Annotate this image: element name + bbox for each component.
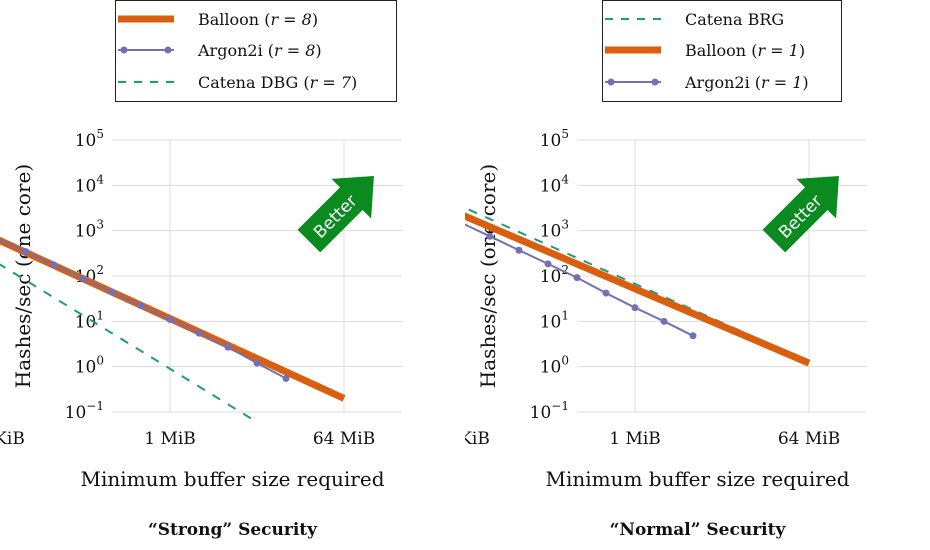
series-point-argon2i: [544, 260, 552, 268]
series-point-argon2i: [166, 315, 174, 323]
y-tick-label: 105: [540, 127, 569, 151]
series-point-argon2i: [21, 247, 29, 255]
panel-subtitle: “Normal” Security: [609, 520, 786, 540]
y-tick-label: 100: [75, 354, 104, 378]
y-axis-label: Hashes/sec (one core): [476, 164, 500, 388]
y-tick-label: 101: [540, 308, 569, 332]
legend-item-catena-brg: Catena BRG: [603, 4, 841, 34]
series-point-argon2i: [79, 275, 87, 283]
panel-subtitle: “Strong” Security: [147, 520, 318, 540]
series-point-argon2i: [660, 317, 668, 325]
x-tick-label: 16 KiB: [0, 429, 25, 449]
x-tick-label: 64 MiB: [313, 429, 375, 449]
series-point-argon2i: [137, 302, 145, 310]
x-axis-label: Minimum buffer size required: [80, 467, 385, 491]
legend-item-balloon: Balloon (r = 1): [603, 35, 841, 65]
series-point-argon2i: [689, 332, 697, 340]
series-point-argon2i: [515, 246, 523, 254]
x-tick-label: 1 MiB: [609, 429, 661, 449]
better-arrow: Better: [762, 176, 839, 253]
series-point-argon2i: [282, 374, 290, 382]
series-point-argon2i: [486, 232, 494, 240]
legend-label-catena-brg: Catena BRG: [685, 10, 785, 29]
x-axis-label: Minimum buffer size required: [545, 467, 850, 491]
y-axis-label: Hashes/sec (one core): [11, 164, 35, 388]
legend-swatch-balloon: [605, 46, 661, 54]
legend-label-argon2i: Argon2i (r = 8): [198, 41, 322, 60]
legend-swatch-argon2i: [118, 46, 174, 54]
legend-item-balloon: Balloon (r = 8): [116, 4, 396, 34]
chart-panel-strong: Balloon (r = 8) Argon2i (r = 8) Catena D…: [0, 0, 402, 540]
legend-swatch-argon2i: [605, 78, 661, 86]
series-point-argon2i: [108, 288, 116, 296]
series-point-argon2i: [573, 274, 581, 282]
legend-swatch-balloon: [118, 15, 174, 23]
legend-label-catena-dbg: Catena DBG (r = 7): [198, 73, 358, 92]
legend-item-catena-dbg: Catena DBG (r = 7): [116, 67, 396, 97]
series-point-argon2i: [50, 261, 58, 269]
y-tick-label: 100: [540, 354, 569, 378]
legend: Balloon (r = 8) Argon2i (r = 8) Catena D…: [115, 0, 397, 102]
y-tick-label: 104: [75, 172, 105, 196]
x-tick-label: 16 KiB: [465, 429, 490, 449]
series-point-argon2i: [631, 304, 639, 312]
legend-item-argon2i: Argon2i (r = 1): [603, 67, 841, 97]
legend: Catena BRG Balloon (r = 1) Argon2i (r = …: [602, 0, 842, 102]
y-tick-label: 103: [540, 218, 569, 242]
series-point-argon2i: [224, 343, 232, 351]
legend-label-balloon: Balloon (r = 1): [685, 41, 806, 60]
series-line-catena-brg: [465, 206, 781, 350]
legend-item-argon2i: Argon2i (r = 8): [116, 35, 396, 65]
series-point-argon2i: [253, 359, 261, 367]
series-point-argon2i: [195, 329, 203, 337]
y-tick-label: 10−1: [65, 399, 104, 423]
legend-label-balloon: Balloon (r = 8): [198, 10, 319, 29]
better-arrow: Better: [297, 176, 374, 253]
better-arrow-shape: [297, 176, 374, 253]
y-tick-label: 103: [75, 218, 104, 242]
series-point-argon2i: [602, 289, 610, 297]
series-line-catena-dbg: [0, 263, 258, 423]
x-tick-label: 64 MiB: [778, 429, 840, 449]
y-tick-label: 104: [540, 172, 570, 196]
y-tick-label: 10−1: [530, 399, 569, 423]
x-tick-label: 1 MiB: [144, 429, 196, 449]
better-arrow-shape: [762, 176, 839, 253]
chart-panel-normal: Catena BRG Balloon (r = 1) Argon2i (r = …: [465, 0, 930, 550]
series-line-balloon: [465, 212, 811, 367]
y-tick-label: 105: [75, 127, 104, 151]
series-line-balloon: [0, 236, 346, 402]
legend-label-argon2i: Argon2i (r = 1): [685, 73, 809, 92]
